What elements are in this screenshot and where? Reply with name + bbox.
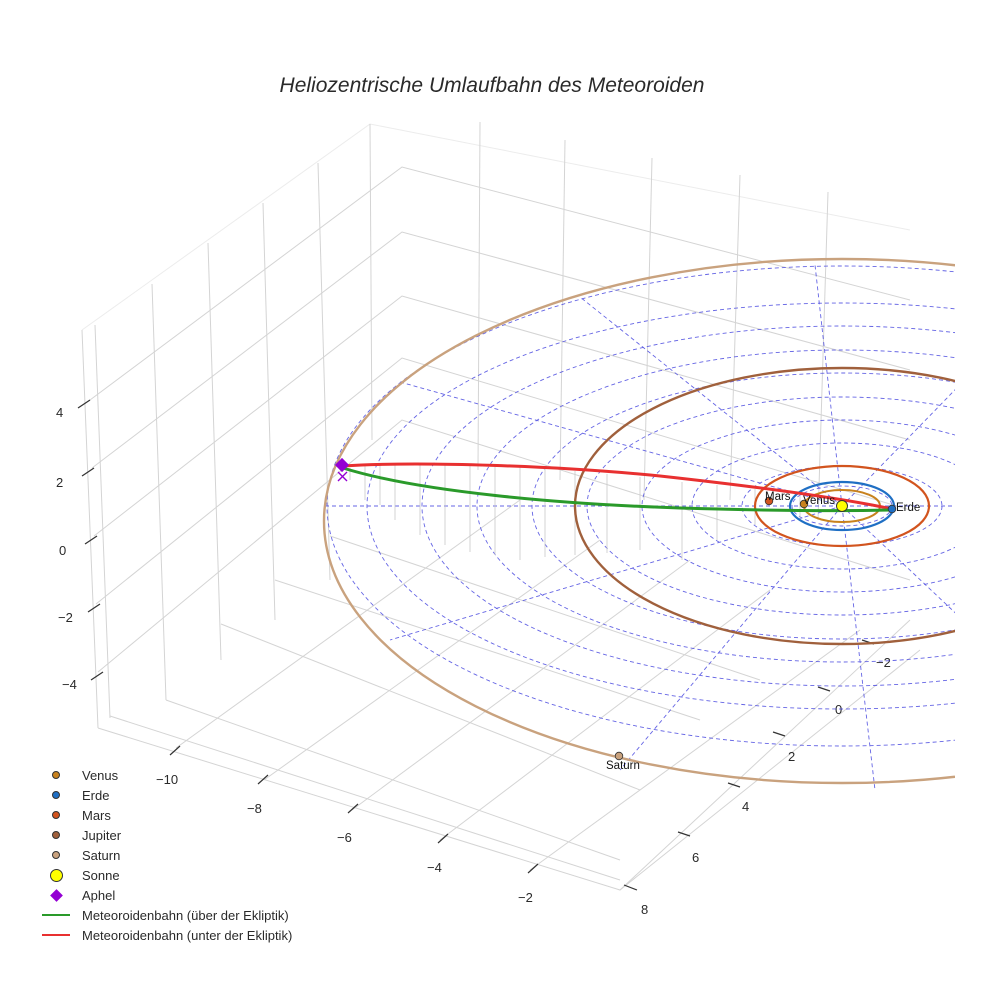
svg-text:−2: −2: [518, 890, 533, 905]
legend-item-venus[interactable]: Venus: [40, 765, 292, 785]
erde-label: Erde: [896, 502, 920, 514]
venus-label: Venus: [803, 495, 835, 507]
saturn-dot-icon: [40, 845, 72, 865]
orbit-below-ecliptic: [342, 462, 893, 511]
legend-item-sonne[interactable]: Sonne: [40, 865, 292, 885]
jupiter-orbit: [573, 366, 955, 646]
legend-item-saturn[interactable]: Saturn: [40, 845, 292, 865]
erde-dot-icon: [40, 785, 72, 805]
svg-text:4: 4: [742, 799, 749, 814]
orbit-above-ecliptic: [342, 466, 893, 513]
svg-text:0: 0: [59, 543, 66, 558]
tick-marks: [77, 399, 875, 891]
svg-text:8: 8: [641, 902, 648, 917]
aphel-diamond-icon: [40, 885, 72, 905]
mars-label: Mars: [765, 491, 791, 503]
sonne-marker[interactable]: [836, 500, 848, 512]
svg-text:−4: −4: [62, 677, 77, 692]
svg-text:−4: −4: [427, 860, 442, 875]
y-axis-ticks: −2 0 2 4 6 8: [641, 655, 891, 917]
svg-text:4: 4: [56, 405, 63, 420]
erde-marker[interactable]: [887, 504, 897, 514]
svg-text:0: 0: [835, 702, 842, 717]
svg-text:2: 2: [788, 749, 795, 764]
chart-title: Heliozentrische Umlaufbahn des Meteoroid…: [279, 74, 705, 97]
svg-text:2: 2: [56, 475, 63, 490]
svg-text:6: 6: [692, 850, 699, 865]
svg-text:−6: −6: [337, 830, 352, 845]
svg-text:−2: −2: [58, 610, 73, 625]
venus-dot-icon: [40, 765, 72, 785]
legend-item-jupiter[interactable]: Jupiter: [40, 825, 292, 845]
drop-lines: [349, 463, 801, 560]
mars-marker[interactable]: [764, 496, 774, 506]
svg-text:−2: −2: [876, 655, 891, 670]
venus-marker[interactable]: [799, 499, 809, 509]
polar-grid: [325, 264, 955, 791]
aphel-marker[interactable]: [334, 457, 350, 482]
jupiter-dot-icon: [40, 825, 72, 845]
x-axis-ticks: −10 −8 −6 −4 −2: [156, 772, 533, 905]
red-line-icon: [40, 925, 72, 945]
legend-item-orbit-above[interactable]: Meteoroidenbahn (über der Ekliptik): [40, 905, 292, 925]
legend-item-orbit-below[interactable]: Meteoroidenbahn (unter der Ekliptik): [40, 925, 292, 945]
legend-item-mars[interactable]: Mars: [40, 805, 292, 825]
z-axis-ticks: 4 2 0 −2 −4: [56, 405, 77, 692]
sonne-dot-icon: [40, 865, 72, 885]
legend: Venus Erde Mars Jupiter Saturn Sonne Aph…: [40, 765, 292, 945]
saturn-label: Saturn: [606, 760, 640, 772]
svg-text:−8: −8: [247, 801, 262, 816]
green-line-icon: [40, 905, 72, 925]
saturn-orbit: [322, 257, 955, 785]
legend-item-erde[interactable]: Erde: [40, 785, 292, 805]
legend-item-aphel[interactable]: Aphel: [40, 885, 292, 905]
mars-dot-icon: [40, 805, 72, 825]
svg-text:−10: −10: [156, 772, 178, 787]
axis-grid: [81, 121, 921, 891]
saturn-marker[interactable]: [614, 751, 624, 761]
mars-orbit: [753, 464, 931, 548]
